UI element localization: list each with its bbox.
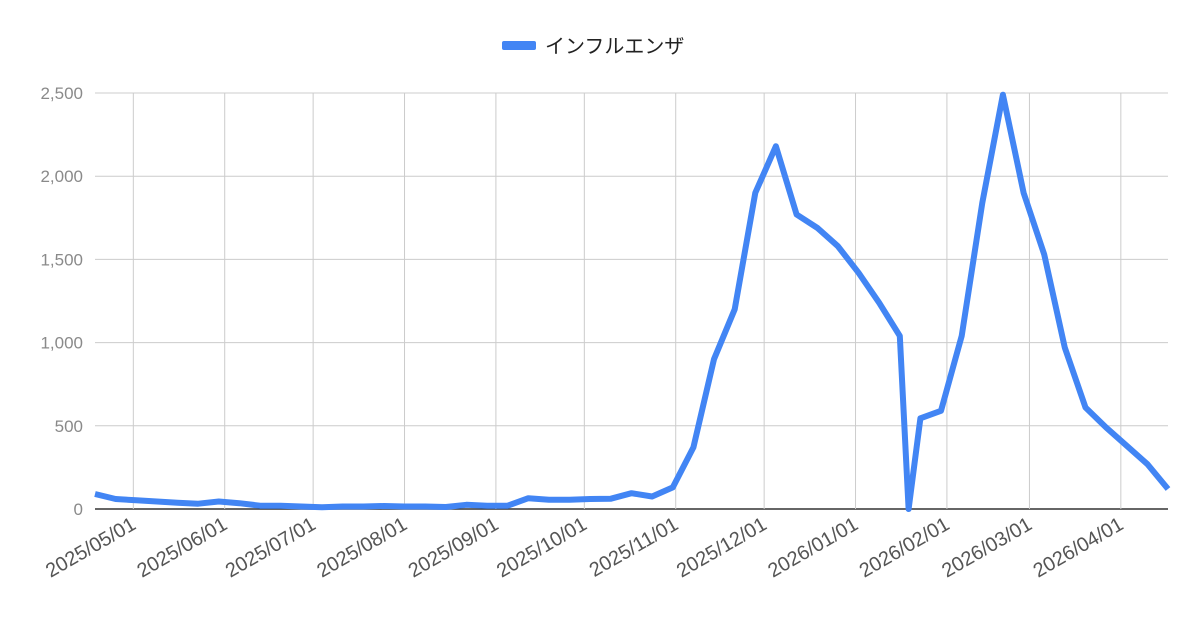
x-axis: 2025/05/012025/06/012025/07/012025/08/01…	[42, 513, 1127, 582]
x-tick-label: 2025/12/01	[673, 513, 771, 582]
x-tick-label: 2025/09/01	[405, 513, 503, 582]
x-tick-label: 2025/05/01	[42, 513, 140, 582]
legend-swatch	[502, 41, 536, 50]
y-tick-label: 500	[55, 417, 83, 436]
x-tick-label: 2025/11/01	[586, 513, 682, 581]
legend-label: インフルエンザ	[545, 34, 684, 58]
x-tick-label: 2025/10/01	[493, 513, 591, 582]
y-axis: 0 500 1,000 1,500 2,000 2,500	[40, 84, 83, 519]
y-tick-label: 2,500	[40, 84, 83, 103]
y-tick-label: 1,000	[40, 334, 83, 353]
x-tick-label: 2026/03/01	[938, 513, 1036, 582]
x-tick-label: 2025/08/01	[313, 513, 411, 582]
x-tick-label: 2025/07/01	[222, 513, 320, 582]
x-tick-label: 2025/06/01	[134, 513, 232, 582]
series-line	[94, 91, 1171, 512]
y-tick-label: 1,500	[40, 250, 83, 269]
x-tick-label: 2026/04/01	[1030, 513, 1128, 582]
legend: インフルエンザ	[502, 34, 684, 58]
y-tick-label: 0	[74, 500, 83, 519]
gridlines	[95, 92, 1168, 510]
x-tick-label: 2026/02/01	[856, 513, 954, 582]
x-tick-label: 2026/01/01	[764, 513, 862, 582]
y-tick-label: 2,000	[40, 167, 83, 186]
series-layer	[94, 91, 1171, 512]
